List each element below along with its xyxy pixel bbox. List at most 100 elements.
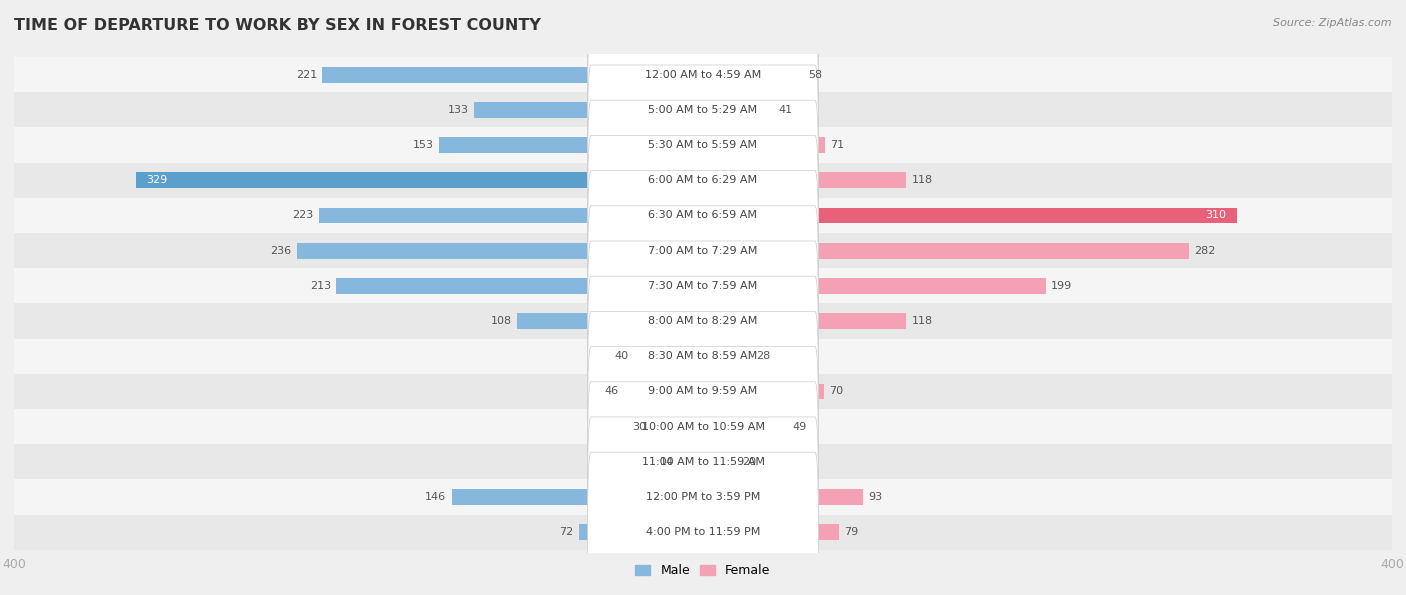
Text: 79: 79 <box>844 527 859 537</box>
Legend: Male, Female: Male, Female <box>630 559 776 582</box>
Text: 41: 41 <box>779 105 793 115</box>
Bar <box>14 374 1392 409</box>
Text: 40: 40 <box>614 351 628 361</box>
Text: 118: 118 <box>911 176 932 185</box>
Bar <box>634 348 703 364</box>
Text: 223: 223 <box>292 211 314 221</box>
FancyBboxPatch shape <box>588 346 818 507</box>
FancyBboxPatch shape <box>588 452 818 595</box>
Bar <box>703 102 773 118</box>
Text: 118: 118 <box>911 316 932 326</box>
Text: 199: 199 <box>1050 281 1073 291</box>
Text: 153: 153 <box>413 140 434 150</box>
Bar <box>14 162 1392 198</box>
Text: 30: 30 <box>633 422 647 431</box>
Bar <box>703 454 738 470</box>
Bar <box>14 303 1392 339</box>
Bar <box>451 489 703 505</box>
Bar <box>322 67 703 83</box>
Text: 6:00 AM to 6:29 AM: 6:00 AM to 6:29 AM <box>648 176 758 185</box>
Bar <box>440 137 703 153</box>
Bar <box>703 67 803 83</box>
Text: 46: 46 <box>605 386 619 396</box>
Bar <box>703 419 787 434</box>
Text: 221: 221 <box>295 70 318 80</box>
FancyBboxPatch shape <box>588 241 818 401</box>
FancyBboxPatch shape <box>588 136 818 296</box>
Text: 71: 71 <box>831 140 845 150</box>
Text: 12:00 PM to 3:59 PM: 12:00 PM to 3:59 PM <box>645 492 761 502</box>
Text: 28: 28 <box>756 351 770 361</box>
Text: 58: 58 <box>808 70 823 80</box>
FancyBboxPatch shape <box>588 0 818 155</box>
Bar <box>703 384 824 399</box>
Bar <box>703 489 863 505</box>
Text: 6:30 AM to 6:59 AM: 6:30 AM to 6:59 AM <box>648 211 758 221</box>
FancyBboxPatch shape <box>588 100 818 261</box>
Bar <box>319 208 703 223</box>
Text: 108: 108 <box>491 316 512 326</box>
Bar <box>336 278 703 294</box>
Text: 7:00 AM to 7:29 AM: 7:00 AM to 7:29 AM <box>648 246 758 256</box>
Text: 49: 49 <box>793 422 807 431</box>
FancyBboxPatch shape <box>588 65 818 225</box>
Bar <box>297 243 703 259</box>
Bar <box>136 173 703 188</box>
Text: 7:30 AM to 7:59 AM: 7:30 AM to 7:59 AM <box>648 281 758 291</box>
Bar <box>703 313 907 329</box>
Text: 9:00 AM to 9:59 AM: 9:00 AM to 9:59 AM <box>648 386 758 396</box>
Text: 4:00 PM to 11:59 PM: 4:00 PM to 11:59 PM <box>645 527 761 537</box>
Bar <box>679 454 703 470</box>
Text: 72: 72 <box>560 527 574 537</box>
Text: 10:00 AM to 10:59 AM: 10:00 AM to 10:59 AM <box>641 422 765 431</box>
Text: 5:00 AM to 5:29 AM: 5:00 AM to 5:29 AM <box>648 105 758 115</box>
Text: Source: ZipAtlas.com: Source: ZipAtlas.com <box>1274 18 1392 28</box>
Text: 20: 20 <box>742 457 756 467</box>
Bar <box>14 57 1392 92</box>
Text: 93: 93 <box>869 492 883 502</box>
Bar <box>703 278 1046 294</box>
Text: 236: 236 <box>270 246 291 256</box>
Text: 133: 133 <box>447 105 468 115</box>
Bar <box>14 339 1392 374</box>
FancyBboxPatch shape <box>588 311 818 471</box>
Bar <box>14 444 1392 480</box>
Bar <box>703 348 751 364</box>
Bar <box>703 243 1188 259</box>
Bar <box>14 92 1392 127</box>
Text: 310: 310 <box>1205 211 1226 221</box>
Text: TIME OF DEPARTURE TO WORK BY SEX IN FOREST COUNTY: TIME OF DEPARTURE TO WORK BY SEX IN FORE… <box>14 18 541 33</box>
Bar <box>14 268 1392 303</box>
FancyBboxPatch shape <box>588 417 818 577</box>
Bar <box>624 384 703 399</box>
Bar <box>651 419 703 434</box>
Bar <box>14 515 1392 550</box>
Bar <box>14 409 1392 444</box>
Text: 282: 282 <box>1194 246 1215 256</box>
Bar <box>14 233 1392 268</box>
Bar <box>703 208 1237 223</box>
Text: 14: 14 <box>659 457 673 467</box>
Text: 11:00 AM to 11:59 AM: 11:00 AM to 11:59 AM <box>641 457 765 467</box>
Bar <box>703 137 825 153</box>
Text: 213: 213 <box>309 281 330 291</box>
Text: 329: 329 <box>146 176 167 185</box>
Text: 8:00 AM to 8:29 AM: 8:00 AM to 8:29 AM <box>648 316 758 326</box>
FancyBboxPatch shape <box>588 206 818 366</box>
Bar <box>579 524 703 540</box>
Bar <box>517 313 703 329</box>
Text: 70: 70 <box>828 386 842 396</box>
Bar <box>474 102 703 118</box>
FancyBboxPatch shape <box>588 171 818 331</box>
FancyBboxPatch shape <box>588 276 818 436</box>
Bar <box>14 480 1392 515</box>
Text: 146: 146 <box>425 492 446 502</box>
Text: 5:30 AM to 5:59 AM: 5:30 AM to 5:59 AM <box>648 140 758 150</box>
Text: 12:00 AM to 4:59 AM: 12:00 AM to 4:59 AM <box>645 70 761 80</box>
Bar <box>703 524 839 540</box>
Text: 8:30 AM to 8:59 AM: 8:30 AM to 8:59 AM <box>648 351 758 361</box>
FancyBboxPatch shape <box>588 382 818 542</box>
Bar <box>14 127 1392 162</box>
Bar <box>14 198 1392 233</box>
Bar <box>703 173 907 188</box>
